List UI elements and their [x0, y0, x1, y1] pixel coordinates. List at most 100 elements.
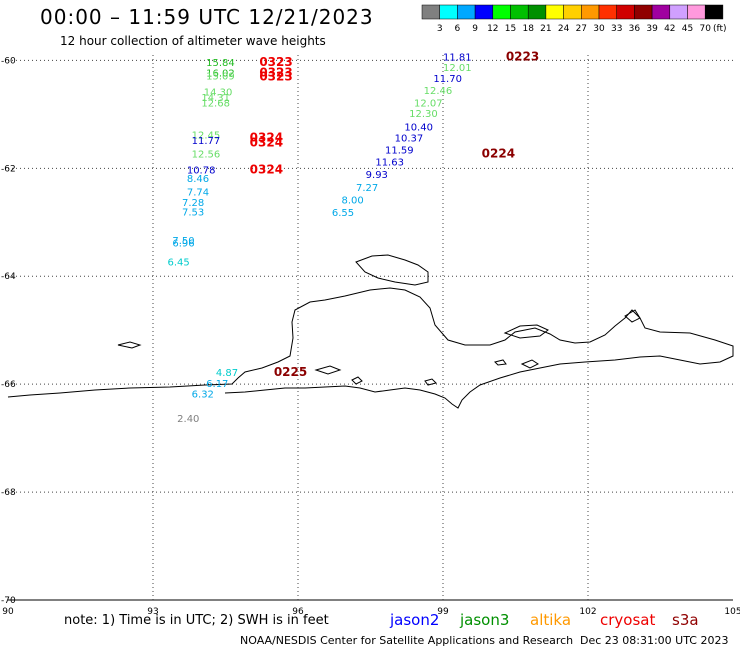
colorbar-swatch	[457, 4, 476, 20]
wave-height-value: 12.07	[414, 98, 443, 109]
pass-time-label: 0324	[250, 130, 283, 144]
wave-height-value: 6.32	[192, 390, 214, 401]
colorbar-swatch	[563, 4, 582, 20]
colorbar-tick-label: 39	[646, 24, 658, 34]
colorbar-tick-label: 9	[472, 24, 478, 34]
wave-height-value: 6.45	[168, 257, 190, 268]
colorbar-tick-label: 30	[593, 24, 605, 34]
satellite-legend-s3a: s3a	[672, 611, 699, 629]
colorbar-tick-label: 42	[664, 24, 675, 34]
wave-height-value: 14.31	[201, 93, 230, 104]
colorbar-swatch	[704, 4, 724, 20]
longitude-tick-label: 105	[724, 607, 740, 617]
colorbar-swatch	[669, 4, 688, 20]
latitude-tick-label: -64	[1, 272, 16, 282]
wave-height-value: 7.27	[356, 183, 378, 194]
pass-time-label: 0324	[250, 163, 283, 177]
pass-time-label: 0323	[259, 69, 292, 83]
map-subtitle: 12 hour collection of altimeter wave hei…	[60, 34, 326, 48]
ice-island-5	[314, 365, 342, 375]
wave-height-value: 10.40	[404, 123, 433, 134]
colorbar-swatch	[545, 4, 564, 20]
wave-height-value: 10.37	[395, 133, 424, 144]
colorbar-tick-label: 70	[699, 24, 711, 34]
wave-height-value: 11.59	[385, 146, 414, 157]
colorbar-tick-label: 21	[540, 24, 551, 34]
ice-island-9	[494, 359, 507, 366]
wave-height-value: 15.09	[206, 71, 235, 82]
latitude-tick-label: -70	[1, 596, 16, 606]
wave-height-value: 7.28	[182, 198, 204, 209]
colorbar-swatch	[687, 4, 706, 20]
latitude-tick-label: -62	[1, 164, 16, 174]
wave-height-value: 8.46	[187, 174, 209, 185]
wave-height-value: 11.63	[375, 158, 404, 169]
colorbar-tick-label: 27	[576, 24, 587, 34]
satellite-legend-jason2: jason2	[389, 611, 439, 629]
colorbar-tick-label: 45	[682, 24, 693, 34]
wave-height-value: 14.30	[204, 87, 233, 98]
footer-timestamp: Dec 23 08:31:00 UTC 2023	[580, 634, 728, 647]
wave-height-value: 12.30	[409, 109, 438, 120]
ice-island-6	[520, 359, 539, 369]
pass-time-label: 0323	[259, 66, 292, 80]
colorbar-swatch	[492, 4, 511, 20]
wave-height-value: 6.96	[172, 239, 194, 250]
coastline-main	[7, 287, 734, 409]
ice-island-1	[355, 254, 429, 286]
satellite-legend-cryosat: cryosat	[600, 611, 655, 629]
lat-lon-grid: 90 93 96 99 102 105 -60 -62 -64 -66 -68 -70	[1, 55, 740, 617]
footer-credit: NOAA/NESDIS Center for Satellite Applica…	[240, 634, 573, 647]
colorbar-swatch	[439, 4, 458, 20]
footer-note: note: 1) Time is in UTC; 2) SWH is in fe…	[64, 613, 329, 628]
longitude-tick-label: 90	[2, 607, 14, 617]
wave-height-value: 6.55	[332, 208, 354, 219]
wave-height-value: 10.78	[187, 166, 216, 177]
pass-time-label: 0223	[506, 49, 539, 63]
colorbar-tick-label: 33	[611, 24, 622, 34]
colorbar-tick-label: 24	[558, 24, 570, 34]
pass-time-label: 0224	[482, 147, 515, 161]
wave-height-value: 4.87	[216, 368, 238, 379]
colorbar-swatch	[510, 4, 529, 20]
colorbar-swatch	[527, 4, 547, 20]
pass-time-label: 0323	[259, 55, 292, 69]
wave-height-value: 12.01	[443, 63, 472, 74]
ice-island-7	[351, 376, 363, 385]
latitude-tick-label: -68	[1, 488, 16, 498]
colorbar-tick-label: 15	[505, 24, 516, 34]
ice-island-3	[624, 309, 641, 323]
colorbar-swatch	[581, 4, 600, 20]
wave-height-value: 9.93	[366, 170, 388, 181]
colorbar-swatch	[474, 4, 494, 20]
colorbar-swatch	[616, 4, 635, 20]
wave-height-value: 2.40	[177, 414, 199, 425]
colorbar-swatch	[598, 4, 617, 20]
pass-time-label: 0324	[250, 136, 283, 150]
colorbar-tick-label: 6	[455, 24, 461, 34]
wave-height-value: 16.02	[206, 69, 235, 80]
wave-height-value: 7.53	[182, 207, 204, 218]
colorbar-swatch	[651, 4, 671, 20]
wave-height-value: 11.70	[433, 74, 462, 85]
latitude-tick-label: -60	[1, 56, 16, 66]
wave-height-value: 12.56	[192, 150, 221, 161]
colorbar-tick-label: 18	[522, 24, 534, 34]
wave-height-value: 7.50	[172, 236, 194, 247]
satellite-legend-altika: altika	[530, 611, 571, 629]
pass-time-label: 0225	[274, 365, 307, 379]
satellite-legend: jason2 jason3 altika cryosat s3a	[389, 611, 699, 629]
longitude-tick-label: 96	[292, 607, 304, 617]
wave-height-value: 12.45	[192, 131, 221, 142]
colorbar-swatch	[634, 4, 653, 20]
satellite-legend-jason3: jason3	[459, 611, 509, 629]
wave-height-value: 11.77	[192, 136, 221, 147]
wave-height-colorbar: 3 6 9 12 15 18 21 24 27 30 33 36 39 42 45 70	[421, 4, 724, 34]
ice-island-2	[503, 324, 549, 339]
antarctic-coastline	[7, 254, 734, 409]
ice-island-4	[117, 341, 142, 349]
longitude-tick-label: 99	[437, 607, 449, 617]
colorbar-tick-label: 3	[437, 24, 443, 34]
